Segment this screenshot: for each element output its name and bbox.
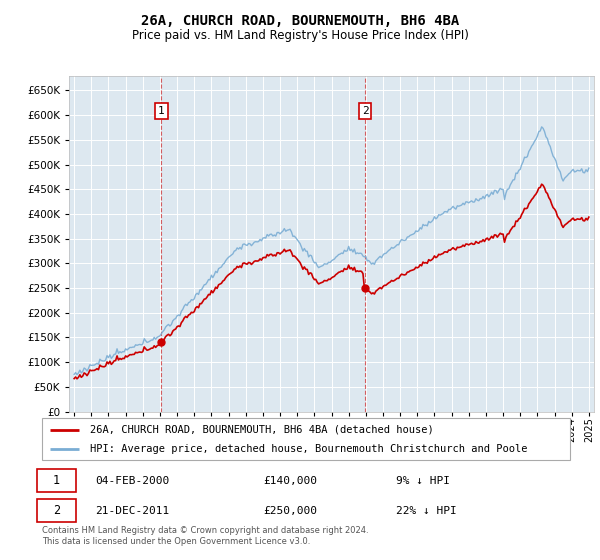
FancyBboxPatch shape	[37, 499, 76, 522]
Text: 22% ↓ HPI: 22% ↓ HPI	[396, 506, 457, 516]
Text: 26A, CHURCH ROAD, BOURNEMOUTH, BH6 4BA: 26A, CHURCH ROAD, BOURNEMOUTH, BH6 4BA	[141, 14, 459, 28]
Text: 21-DEC-2011: 21-DEC-2011	[95, 506, 169, 516]
FancyBboxPatch shape	[37, 469, 76, 492]
Text: 1: 1	[158, 106, 165, 116]
Text: £250,000: £250,000	[264, 506, 318, 516]
Text: 1: 1	[53, 474, 60, 487]
Text: 26A, CHURCH ROAD, BOURNEMOUTH, BH6 4BA (detached house): 26A, CHURCH ROAD, BOURNEMOUTH, BH6 4BA (…	[89, 424, 433, 435]
FancyBboxPatch shape	[42, 418, 570, 460]
Text: 2: 2	[362, 106, 368, 116]
Text: 2: 2	[53, 504, 60, 517]
Text: Contains HM Land Registry data © Crown copyright and database right 2024.
This d: Contains HM Land Registry data © Crown c…	[42, 526, 368, 546]
Text: HPI: Average price, detached house, Bournemouth Christchurch and Poole: HPI: Average price, detached house, Bour…	[89, 444, 527, 454]
Text: £140,000: £140,000	[264, 475, 318, 486]
Text: 9% ↓ HPI: 9% ↓ HPI	[396, 475, 450, 486]
Text: 04-FEB-2000: 04-FEB-2000	[95, 475, 169, 486]
Text: Price paid vs. HM Land Registry's House Price Index (HPI): Price paid vs. HM Land Registry's House …	[131, 29, 469, 42]
